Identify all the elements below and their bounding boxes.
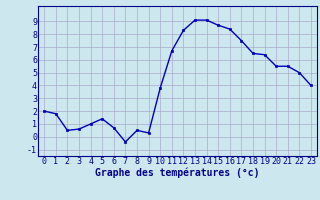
X-axis label: Graphe des températures (°c): Graphe des températures (°c) xyxy=(95,168,260,178)
